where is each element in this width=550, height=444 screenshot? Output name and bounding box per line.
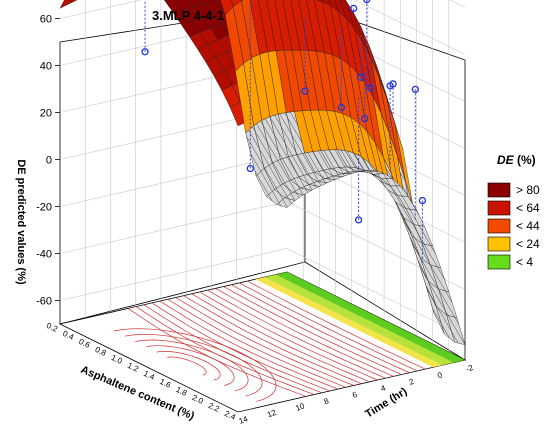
floor-contour-line <box>151 302 331 392</box>
x-tick-label: 1.2 <box>126 361 140 374</box>
data-point <box>411 85 419 94</box>
y-tick-label: 6 <box>351 390 359 400</box>
y-tick-label: 2 <box>408 377 416 387</box>
data-point <box>301 87 309 95</box>
data-point <box>363 0 371 4</box>
z-tick-label: 40 <box>40 61 52 73</box>
surface-cell <box>164 0 172 2</box>
data-point <box>361 114 369 123</box>
legend-swatch <box>487 236 511 252</box>
z-axis-label: DE predicted values (%) <box>15 159 27 285</box>
x-tick-label: 0.6 <box>77 337 91 350</box>
data-point <box>367 84 375 92</box>
wall-grid <box>59 0 466 352</box>
x-tick-label: 1.8 <box>175 385 189 398</box>
x-tick-label: 0.2 <box>45 321 59 334</box>
x-tick-labels: 0.20.40.60.81.01.21.41.61.82.02.22.4 <box>45 321 237 422</box>
x-tick-label: 1.6 <box>158 377 172 390</box>
y-axis-label: Time (hr) <box>363 385 409 420</box>
floor-contour-loop <box>156 350 221 381</box>
data-point <box>349 4 358 13</box>
data-point <box>337 103 346 112</box>
legend-swatch <box>487 254 511 270</box>
floor-contour-line <box>175 297 354 386</box>
surface-cell <box>69 0 78 4</box>
x-tick-label: 1.4 <box>142 369 156 382</box>
z-tick-label: -40 <box>36 249 52 261</box>
floor-contour-loop <box>167 356 207 376</box>
x-tick-label: 2.4 <box>223 409 237 422</box>
surface-cell <box>276 197 296 208</box>
x-tick-label: 2.2 <box>207 401 221 414</box>
floor-contour-loop <box>145 345 235 386</box>
y-tick-label: 0 <box>436 370 444 380</box>
z-tick-label: -20 <box>36 202 52 214</box>
floor-contour-line <box>127 308 307 397</box>
x-tick-label: 0.4 <box>61 329 75 342</box>
x-tick-label: 2.0 <box>191 393 205 406</box>
legend-swatch <box>487 218 511 234</box>
legend-label: < 44 <box>516 219 540 233</box>
floor-contour-line <box>199 291 378 381</box>
floor-contour <box>58 271 467 413</box>
surface-mesh <box>59 0 466 346</box>
data-point <box>141 48 149 56</box>
surface-cell <box>59 0 73 9</box>
data-point <box>357 73 365 81</box>
data-point <box>246 164 254 173</box>
z-tick-labels: 100806040200-20-40-60 <box>36 14 60 308</box>
chart-title: 3.MLP 4-4-1 <box>152 8 224 23</box>
floor-contour-line <box>159 300 339 390</box>
y-tick-label: 12 <box>266 408 278 420</box>
data-point <box>354 216 363 224</box>
legend-swatch <box>487 182 511 198</box>
floor-contour-loop <box>124 333 263 397</box>
data-point <box>386 82 394 90</box>
floor-band <box>255 277 443 368</box>
legend-label: > 80 <box>516 183 540 197</box>
y-tick-label: 14 <box>238 414 250 426</box>
floor-band <box>275 272 465 363</box>
legend-title: DE (%) <box>497 153 536 167</box>
x-tick-label: 1.0 <box>110 353 124 366</box>
y-tick-labels: 14 12 10 8 6 4 2 0 -2 <box>238 363 475 426</box>
floor-contour-line <box>231 284 410 374</box>
z-tick-label: 60 <box>40 14 52 26</box>
legend-label: < 24 <box>516 237 540 251</box>
floor-contour-line <box>183 295 362 385</box>
legend-label: < 4 <box>516 255 533 269</box>
floor-contour-line <box>207 289 386 379</box>
surface-cell <box>201 0 215 4</box>
floor-contour-line <box>223 286 402 375</box>
y-tick-label: 4 <box>379 383 387 393</box>
floor-contour-line <box>247 280 426 370</box>
y-tick-label: 8 <box>323 396 331 406</box>
x-tick-label: 0.8 <box>94 345 108 358</box>
z-tick-label: 20 <box>40 108 52 120</box>
data-points <box>141 0 427 264</box>
floor-contour-line <box>239 282 418 372</box>
floor-contour-loop <box>113 328 277 402</box>
y-tick-label: -2 <box>465 363 475 374</box>
z-tick-label: -60 <box>36 296 52 308</box>
data-point <box>418 196 427 205</box>
floor-contour-line <box>191 293 370 383</box>
legend-label: < 64 <box>516 201 540 215</box>
legend-swatch <box>487 200 511 216</box>
floor-contour-line <box>167 299 346 388</box>
floor-contour-loop <box>135 339 249 392</box>
z-tick-label: 0 <box>46 155 52 167</box>
floor-contour-line <box>215 288 394 377</box>
floor-band <box>264 274 454 366</box>
legend: DE (%) > 80 < 64 < 44 < 24 < 4 <box>487 153 540 270</box>
y-tick-label: 10 <box>294 401 306 413</box>
